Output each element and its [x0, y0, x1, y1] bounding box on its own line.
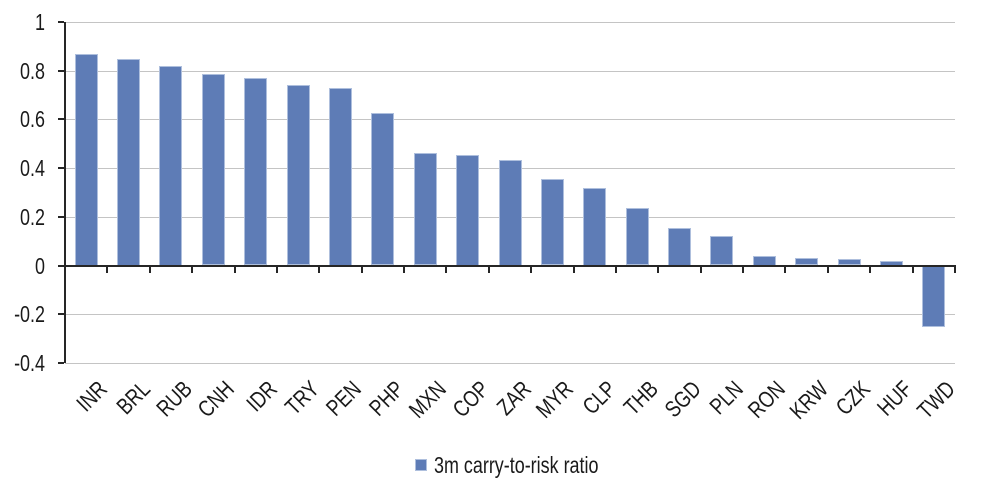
legend-series-label: 3m carry-to-risk ratio: [433, 452, 599, 478]
bar-czk: [838, 259, 861, 265]
bar-myr: [541, 179, 564, 265]
y-tick-label--0.4: -0.4: [14, 350, 45, 376]
x-axis-tick-16: [742, 267, 744, 273]
x-tick-label-zar: ZAR: [491, 375, 536, 420]
x-tick-label-cop: COP: [447, 375, 494, 423]
bar-pen: [329, 88, 352, 266]
legend-marker-blue-square-icon: [414, 459, 427, 471]
bar-try: [287, 85, 310, 265]
y-axis-tick-0.8: [58, 70, 64, 72]
y-tick-label-0.4: 0.4: [20, 155, 45, 181]
x-axis-tick-5: [276, 267, 278, 273]
x-tick-label-mxn: MXN: [403, 375, 451, 423]
x-axis-tick-10: [488, 267, 490, 273]
x-tick-label-inr: INR: [71, 375, 112, 417]
x-tick-label-ron: RON: [742, 375, 790, 423]
gridline-0.6: [65, 119, 955, 120]
bar-krw: [795, 258, 818, 265]
x-tick-label-idr: IDR: [241, 375, 282, 417]
y-axis-line: [64, 22, 66, 363]
x-axis-tick-19: [869, 267, 871, 273]
x-axis-tick-0: [64, 267, 66, 273]
bar-pln: [710, 236, 733, 265]
y-axis-tick-0.6: [58, 118, 64, 120]
x-tick-label-twd: TWD: [911, 375, 960, 424]
bar-rub: [159, 66, 182, 266]
y-axis-tick-1: [58, 21, 64, 23]
x-tick-label-brl: BRL: [111, 375, 155, 420]
x-tick-label-php: PHP: [363, 375, 409, 421]
y-tick-label-0: 0: [35, 253, 45, 279]
gridline-0.8: [65, 71, 955, 72]
x-axis-tick-12: [573, 267, 575, 273]
x-tick-label-myr: MYR: [530, 375, 578, 423]
x-axis-tick-15: [700, 267, 702, 273]
y-axis-tick--0.4: [58, 362, 64, 364]
y-axis-tick-0: [58, 265, 64, 267]
x-axis-tick-2: [149, 267, 151, 273]
x-tick-label-rub: RUB: [151, 375, 197, 422]
x-axis-tick-13: [615, 267, 617, 273]
x-axis-tick-9: [445, 267, 447, 273]
x-tick-label-krw: KRW: [784, 375, 833, 425]
x-axis-tick-11: [530, 267, 532, 273]
x-tick-label-clp: CLP: [577, 375, 621, 420]
x-axis-tick-8: [403, 267, 405, 273]
x-axis-tick-6: [318, 267, 320, 273]
x-tick-label-huf: HUF: [871, 375, 917, 421]
gridline--0.4: [65, 363, 955, 364]
bar-clp: [583, 188, 606, 266]
y-axis-tick--0.2: [58, 313, 64, 315]
x-axis-tick-20: [912, 267, 914, 273]
bar-twd: [922, 266, 945, 327]
legend: 3m carry-to-risk ratio: [39, 452, 981, 478]
bar-brl: [117, 59, 140, 266]
bar-thb: [626, 208, 649, 265]
y-tick-label-0.8: 0.8: [20, 58, 45, 84]
y-axis-tick-0.4: [58, 167, 64, 169]
bar-cnh: [202, 74, 225, 265]
bar-php: [371, 113, 394, 265]
x-axis-tick-4: [234, 267, 236, 273]
y-tick-label-1: 1: [35, 9, 45, 35]
x-tick-label-czk: CZK: [830, 375, 875, 420]
bar-sgd: [668, 228, 691, 266]
bar-cop: [456, 155, 479, 266]
x-axis-line: [64, 265, 956, 267]
y-axis-tick-0.2: [58, 216, 64, 218]
y-tick-label-0.6: 0.6: [20, 106, 45, 132]
x-axis-tick-18: [827, 267, 829, 273]
bar-mxn: [414, 153, 437, 265]
x-tick-label-try: TRY: [279, 375, 324, 420]
x-axis-tick-1: [106, 267, 108, 273]
x-axis-tick-7: [361, 267, 363, 273]
bar-zar: [499, 160, 522, 266]
bar-idr: [244, 78, 267, 265]
x-tick-label-pen: PEN: [320, 375, 366, 421]
gridline-1: [65, 22, 955, 23]
y-tick-label-0.2: 0.2: [20, 204, 45, 230]
bar-inr: [75, 54, 98, 266]
x-axis-tick-3: [191, 267, 193, 273]
y-tick-label--0.2: -0.2: [14, 301, 45, 327]
x-tick-label-pln: PLN: [704, 375, 748, 420]
x-axis-tick-14: [657, 267, 659, 273]
gridline--0.2: [65, 314, 955, 315]
x-axis-tick-21: [954, 267, 956, 273]
x-tick-label-sgd: SGD: [659, 375, 706, 423]
x-tick-label-thb: THB: [618, 375, 663, 420]
x-tick-label-cnh: CNH: [192, 375, 239, 423]
x-axis-tick-17: [784, 267, 786, 273]
